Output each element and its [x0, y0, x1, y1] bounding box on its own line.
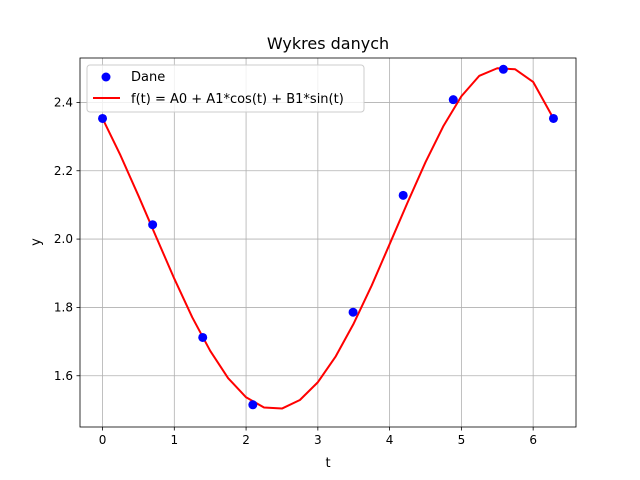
x-tick-label: 0 [99, 433, 107, 447]
x-tick-label: 2 [242, 433, 250, 447]
legend: Dane f(t) = A0 + A1*cos(t) + B1*sin(t) [86, 64, 365, 113]
data-point [98, 113, 108, 123]
legend-marker-dane [101, 72, 111, 82]
legend-box [86, 64, 365, 113]
series-layer [98, 64, 558, 410]
y-tick-label: 1.8 [54, 300, 73, 314]
x-tick-label: 6 [529, 433, 537, 447]
y-axis-label: y [29, 238, 44, 246]
y-tick-label: 2.4 [54, 95, 73, 109]
grid [80, 58, 576, 427]
x-tick-label: 4 [386, 433, 394, 447]
legend-label-dane: Dane [131, 70, 165, 85]
data-point [348, 307, 358, 317]
plot-frame [79, 57, 577, 428]
plot-border [79, 57, 577, 428]
data-point [198, 332, 208, 342]
x-tick-label: 3 [314, 433, 322, 447]
data-point [498, 64, 508, 74]
chart-title: Wykres danych [267, 34, 389, 53]
y-tick-label: 1.6 [54, 369, 73, 383]
data-point [548, 113, 558, 123]
legend-label-fit: f(t) = A0 + A1*cos(t) + B1*sin(t) [131, 92, 344, 107]
y-axis: 1.6 1.8 2.0 2.2 2.4 [54, 95, 80, 383]
y-tick-label: 2.2 [54, 164, 73, 178]
x-tick-label: 5 [458, 433, 466, 447]
fit-curve-line [101, 67, 555, 410]
data-point [148, 220, 158, 230]
data-point [398, 190, 408, 200]
x-tick-label: 1 [170, 433, 178, 447]
x-axis: 0 1 2 3 4 5 6 [99, 427, 537, 447]
y-tick-label: 2.0 [54, 232, 73, 246]
data-point [248, 400, 258, 410]
data-point [448, 95, 458, 105]
x-axis-label: t [325, 456, 330, 471]
